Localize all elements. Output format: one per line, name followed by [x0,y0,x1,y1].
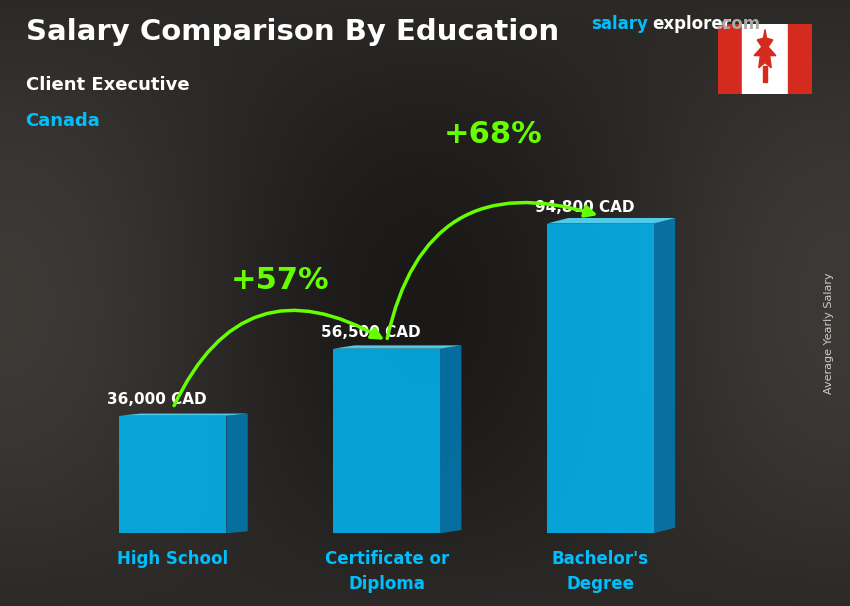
Polygon shape [754,30,776,68]
Polygon shape [226,413,247,533]
Text: +68%: +68% [444,120,543,149]
Text: salary: salary [591,15,648,33]
Text: Average Yearly Salary: Average Yearly Salary [824,273,834,394]
Polygon shape [333,345,462,348]
Polygon shape [654,218,675,533]
Bar [333,348,440,533]
Polygon shape [547,218,675,224]
Text: +57%: +57% [230,265,329,295]
Text: .com: .com [716,15,761,33]
Bar [718,24,741,94]
Bar [763,66,767,82]
Bar [120,416,226,533]
Text: Client Executive: Client Executive [26,76,189,94]
Text: 36,000 CAD: 36,000 CAD [107,393,207,407]
Text: 94,800 CAD: 94,800 CAD [535,201,634,215]
Text: Canada: Canada [26,112,100,130]
Text: 56,500 CAD: 56,500 CAD [320,325,421,341]
Polygon shape [440,345,462,533]
Text: explorer: explorer [652,15,731,33]
Bar [788,24,812,94]
Bar [547,224,654,533]
Text: Salary Comparison By Education: Salary Comparison By Education [26,18,558,46]
Polygon shape [120,413,247,416]
Bar [741,24,788,94]
